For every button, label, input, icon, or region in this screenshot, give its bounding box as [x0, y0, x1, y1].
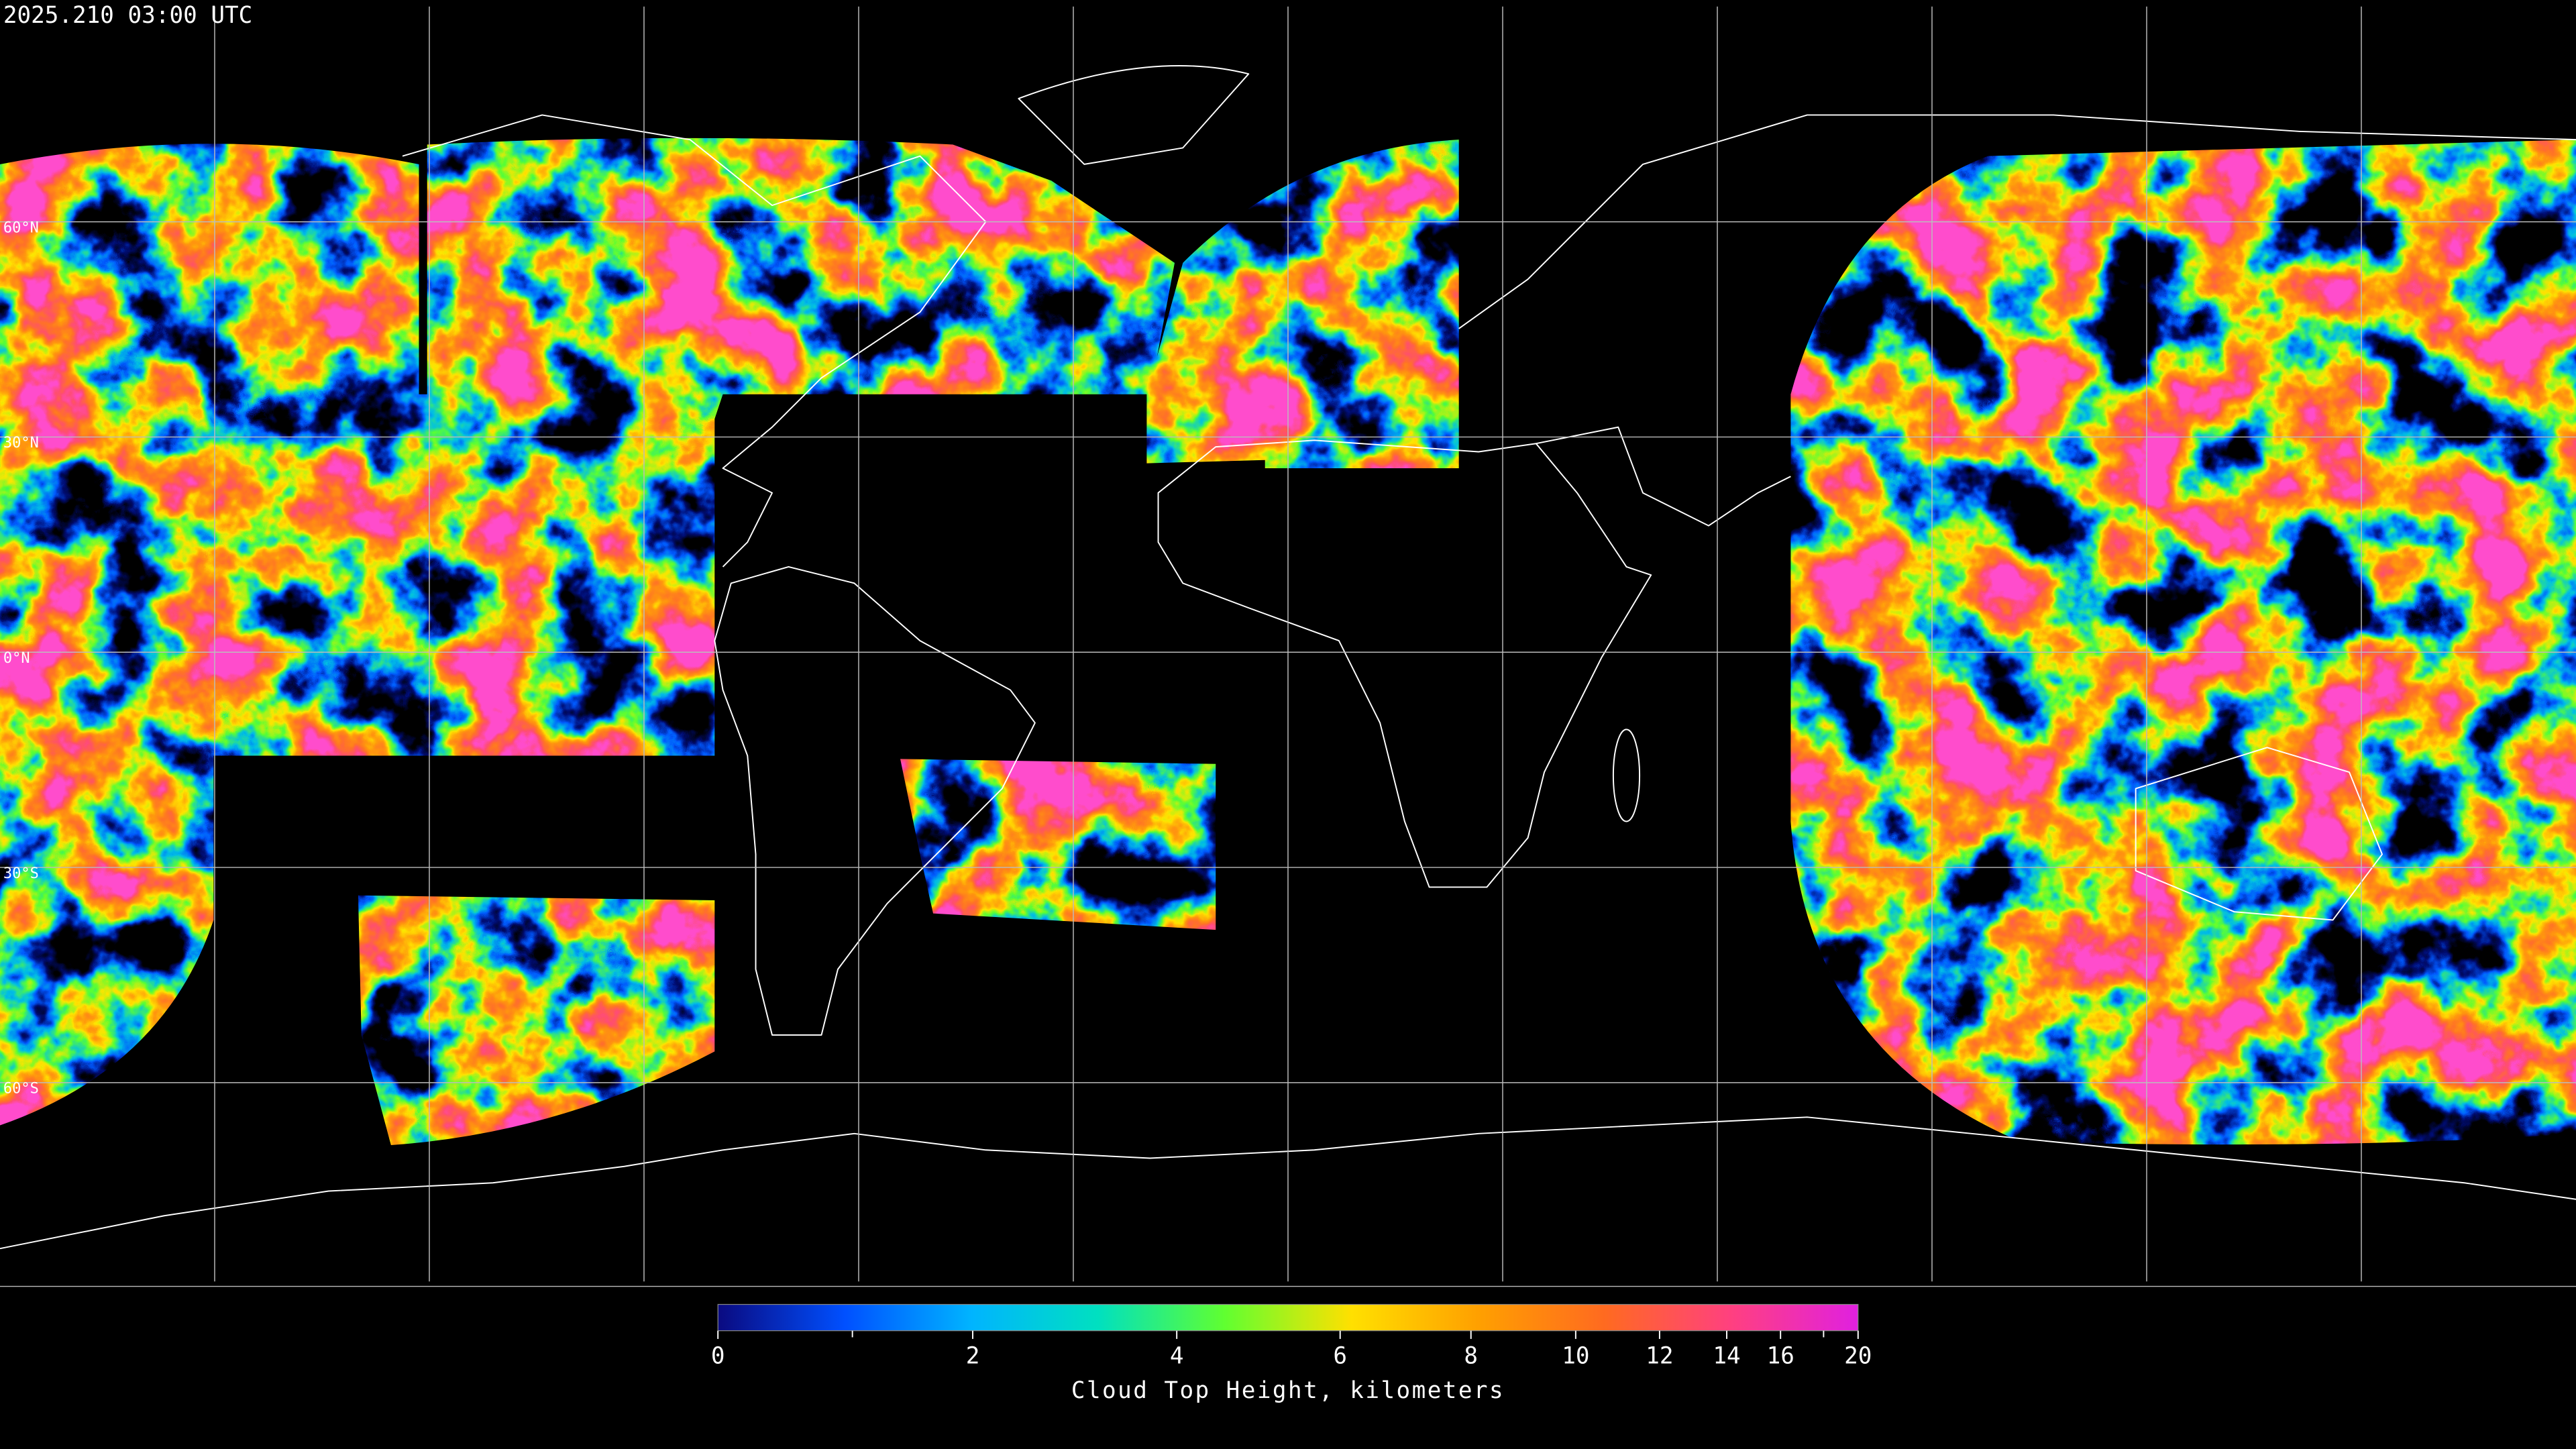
- colorbar-tick-label: 4: [1170, 1342, 1184, 1369]
- coastline: [0, 1116, 2576, 1250]
- colorbar-tick-label: 14: [1713, 1342, 1740, 1369]
- colorbar-tick-label: 10: [1562, 1342, 1589, 1369]
- coastlines: [0, 65, 2576, 1250]
- coastline: [1157, 439, 1652, 888]
- coastline: [714, 566, 1036, 1036]
- latitude-label: 0°N: [3, 650, 30, 667]
- coastline: [2135, 747, 2383, 921]
- colorbar-label: Cloud Top Height, kilometers: [1071, 1377, 1505, 1404]
- colorbar-tick-label: 2: [966, 1342, 980, 1369]
- latitude-label: 60°N: [3, 219, 39, 236]
- coastline: [1612, 729, 1641, 822]
- graticule: [0, 6, 2576, 1287]
- colorbar-tick-label: 8: [1464, 1342, 1478, 1369]
- coastline: [1536, 426, 1791, 527]
- latitude-label: 60°S: [3, 1081, 39, 1097]
- colorbar-tick-label: 6: [1333, 1342, 1347, 1369]
- colorbar-tick-label: 12: [1646, 1342, 1673, 1369]
- timestamp: 2025.210 03:00 UTC: [3, 2, 252, 29]
- latitude-label: 30°N: [3, 435, 39, 451]
- colorbar-tick-label: 20: [1844, 1342, 1872, 1369]
- colorbar-tick-label: 0: [711, 1342, 725, 1369]
- colorbar-tick-label: 16: [1767, 1342, 1794, 1369]
- colorbar: [717, 1303, 1859, 1332]
- coastline: [1458, 114, 2576, 329]
- coastline: [1018, 65, 1250, 165]
- coastline: [402, 114, 987, 568]
- latitude-label: 30°S: [3, 865, 39, 882]
